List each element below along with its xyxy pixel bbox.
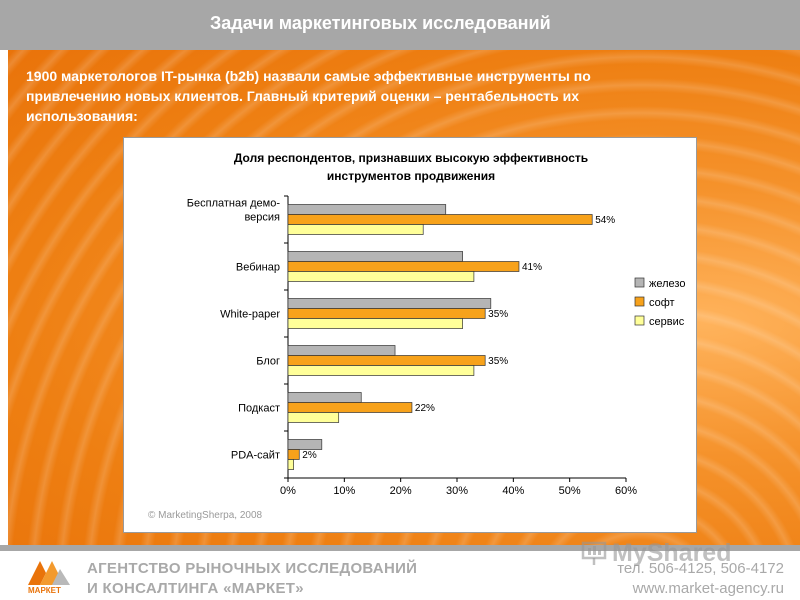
bar-софт [287, 355, 486, 366]
bar-сервис [287, 412, 340, 423]
bar-сервис [287, 271, 475, 282]
category-label: Блог [256, 356, 280, 368]
intro-line-2: привлечению новых клиентов. Главный крит… [26, 88, 579, 104]
bar-железо [287, 345, 396, 356]
agency-name: АГЕНТСТВО РЫНОЧНЫХ ИССЛЕДОВАНИЙ И КОНСАЛ… [87, 559, 417, 599]
logo-mark-icon [28, 561, 70, 585]
bar-софт [287, 402, 413, 413]
bar-софт [287, 214, 593, 225]
bar-железо [287, 392, 362, 403]
bar-железо [287, 204, 447, 215]
bar-железо [287, 439, 323, 450]
bar-сервис [287, 459, 294, 470]
website-link[interactable]: www.market-agency.ru [632, 580, 784, 597]
bar-софт [287, 308, 486, 319]
data-label: 54% [595, 215, 615, 226]
agency-line-2: И КОНСАЛТИНГА «МАРКЕТ» [87, 580, 304, 597]
legend-label-софт: софт [649, 297, 675, 309]
chart-title-line-1: Доля респондентов, признавших высокую эф… [234, 151, 588, 165]
footer: МАРКЕТ АГЕНТСТВО РЫНОЧНЫХ ИССЛЕДОВАНИЙ И… [0, 539, 800, 600]
bar-сервис [287, 318, 463, 329]
chart-container: Доля респондентов, признавших высокую эф… [123, 137, 697, 533]
market-logo: МАРКЕТ [26, 555, 72, 597]
legend-swatch-железо [634, 277, 645, 288]
category-label: Подкаст [238, 403, 280, 415]
chart-source: © MarketingSherpa, 2008 [148, 510, 263, 521]
data-label: 22% [415, 403, 435, 414]
presentation-icon [581, 541, 607, 565]
x-tick-label: 10% [333, 485, 355, 497]
left-accent-strip [0, 50, 8, 545]
chart-title-line-2: инструментов продвижения [327, 169, 495, 183]
data-label: 2% [302, 450, 317, 461]
bar-софт [287, 449, 300, 460]
x-tick-label: 50% [559, 485, 581, 497]
x-tick-label: 30% [446, 485, 468, 497]
legend-label-железо: железо [649, 278, 685, 290]
category-label: версия [244, 212, 280, 224]
data-label: 35% [488, 356, 508, 367]
footer-divider [0, 545, 800, 551]
content-panel: 1900 маркетологов IT-рынка (b2b) назвали… [0, 50, 800, 545]
legend-swatch-софт [634, 296, 645, 307]
bar-chart: Доля респондентов, признавших высокую эф… [148, 151, 685, 521]
page-title: Задачи маркетинговых исследований [210, 13, 551, 33]
phone-numbers: тел. 506-4125, 506-4172 [617, 560, 784, 577]
category-label: White-paper [220, 309, 280, 321]
intro-line-3: использования: [26, 108, 138, 124]
agency-line-1: АГЕНТСТВО РЫНОЧНЫХ ИССЛЕДОВАНИЙ [87, 560, 418, 577]
category-label: PDA-сайт [231, 450, 280, 462]
header-bar: Задачи маркетинговых исследований [0, 0, 800, 50]
category-label: Бесплатная демо- [187, 198, 281, 210]
data-label: 41% [522, 262, 542, 273]
contacts: тел. 506-4125, 506-4172 www.market-agenc… [617, 559, 784, 599]
data-label: 35% [488, 309, 508, 320]
legend-label-сервис: сервис [649, 316, 685, 328]
category-label: Вебинар [236, 262, 280, 274]
intro-text: 1900 маркетологов IT-рынка (b2b) назвали… [26, 66, 766, 126]
bar-сервис [287, 224, 424, 235]
x-tick-label: 20% [390, 485, 412, 497]
x-tick-label: 60% [615, 485, 637, 497]
bar-софт [287, 261, 520, 272]
bar-сервис [287, 365, 475, 376]
logo-text: МАРКЕТ [28, 586, 61, 595]
watermark: MyShared [612, 539, 732, 567]
intro-line-1: 1900 маркетологов IT-рынка (b2b) назвали… [26, 68, 591, 84]
bar-железо [287, 251, 463, 262]
x-tick-label: 0% [280, 485, 296, 497]
x-tick-label: 40% [502, 485, 524, 497]
bar-железо [287, 298, 492, 309]
legend-swatch-сервис [634, 315, 645, 326]
